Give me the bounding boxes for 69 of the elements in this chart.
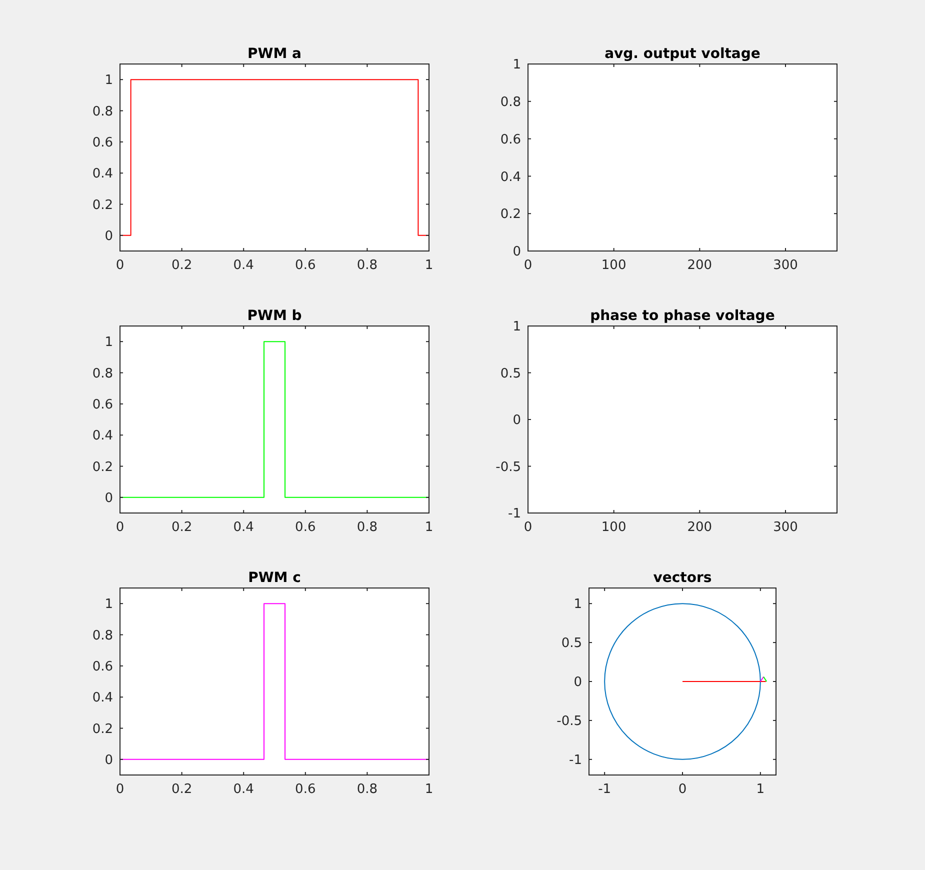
x-tick-label: 0.4 bbox=[233, 258, 254, 273]
x-tick-label: 1 bbox=[756, 782, 765, 797]
y-tick-label: 1 bbox=[104, 73, 113, 88]
x-tick-label: 0.2 bbox=[171, 782, 192, 797]
x-tick-label: 0 bbox=[116, 782, 124, 797]
y-tick-label: 0.5 bbox=[500, 366, 521, 382]
y-tick-label: 0.6 bbox=[92, 659, 113, 674]
x-tick-label: 0 bbox=[524, 520, 532, 535]
y-tick-label: 0.6 bbox=[500, 132, 521, 148]
chart-title: PWM c bbox=[248, 570, 301, 586]
y-tick-label: -1 bbox=[508, 506, 521, 522]
y-tick-label: 0.8 bbox=[92, 104, 113, 120]
x-tick-label: 0.8 bbox=[356, 258, 378, 273]
y-tick-label: 0 bbox=[512, 413, 521, 428]
y-tick-label: 0 bbox=[104, 228, 113, 244]
y-tick-label: 0.6 bbox=[92, 397, 113, 412]
x-tick-label: 0 bbox=[524, 258, 532, 273]
y-tick-label: 0.8 bbox=[92, 628, 113, 644]
x-tick-label: 0.8 bbox=[356, 520, 378, 535]
y-tick-label: -0.5 bbox=[556, 714, 582, 730]
x-tick-label: 0.6 bbox=[295, 258, 316, 273]
y-tick-label: 0.2 bbox=[92, 722, 113, 737]
x-tick-label: 1 bbox=[424, 520, 434, 535]
x-tick-label: -1 bbox=[598, 782, 612, 797]
x-tick-label: 0.8 bbox=[356, 782, 378, 797]
chart-title: phase to phase voltage bbox=[590, 308, 775, 324]
chart-title: PWM a bbox=[248, 46, 302, 62]
x-tick-label: 100 bbox=[601, 520, 626, 535]
y-tick-label: 1 bbox=[574, 597, 582, 612]
y-tick-label: 0.4 bbox=[92, 690, 113, 706]
chart-title: avg. output voltage bbox=[604, 46, 760, 62]
x-tick-label: 0 bbox=[678, 782, 687, 797]
chart-title: vectors bbox=[653, 570, 712, 586]
y-tick-label: 0.2 bbox=[92, 460, 113, 475]
x-tick-label: 0 bbox=[116, 520, 124, 535]
x-tick-label: 0.6 bbox=[295, 782, 316, 797]
y-tick-label: 0 bbox=[512, 244, 521, 260]
y-tick-label: 0.6 bbox=[92, 135, 113, 150]
y-tick-label: 0.2 bbox=[92, 198, 113, 213]
x-tick-label: 0.2 bbox=[171, 520, 192, 535]
x-tick-label: 100 bbox=[601, 258, 626, 273]
x-tick-label: 0 bbox=[116, 258, 124, 273]
chart-title: PWM b bbox=[247, 308, 302, 324]
y-tick-label: 0.4 bbox=[92, 166, 113, 182]
y-tick-label: 1 bbox=[104, 597, 113, 612]
x-tick-label: 200 bbox=[687, 258, 712, 273]
x-tick-label: 1 bbox=[424, 258, 434, 273]
y-tick-label: 0.8 bbox=[92, 366, 113, 382]
x-tick-label: 300 bbox=[773, 258, 798, 273]
y-tick-label: 0.4 bbox=[92, 428, 113, 444]
x-tick-label: 0.4 bbox=[233, 520, 254, 535]
y-tick-label: 0.5 bbox=[561, 636, 582, 652]
y-tick-label: 0.8 bbox=[500, 94, 521, 110]
x-tick-label: 0.4 bbox=[233, 782, 254, 797]
y-tick-label: 0 bbox=[104, 752, 113, 768]
y-tick-label: 1 bbox=[512, 58, 521, 73]
y-tick-label: -0.5 bbox=[496, 460, 521, 475]
y-tick-label: 0 bbox=[104, 490, 113, 506]
y-tick-label: -1 bbox=[569, 752, 582, 768]
y-tick-label: 0.2 bbox=[500, 207, 521, 222]
y-tick-label: 0 bbox=[574, 675, 582, 690]
y-tick-label: 1 bbox=[104, 335, 113, 350]
x-tick-label: 0.6 bbox=[295, 520, 316, 535]
x-tick-label: 0.2 bbox=[171, 258, 192, 273]
y-tick-label: 0.4 bbox=[500, 170, 521, 185]
x-tick-label: 300 bbox=[773, 520, 798, 535]
y-tick-label: 1 bbox=[512, 320, 521, 335]
x-tick-label: 200 bbox=[687, 520, 712, 535]
x-tick-label: 1 bbox=[424, 782, 434, 797]
